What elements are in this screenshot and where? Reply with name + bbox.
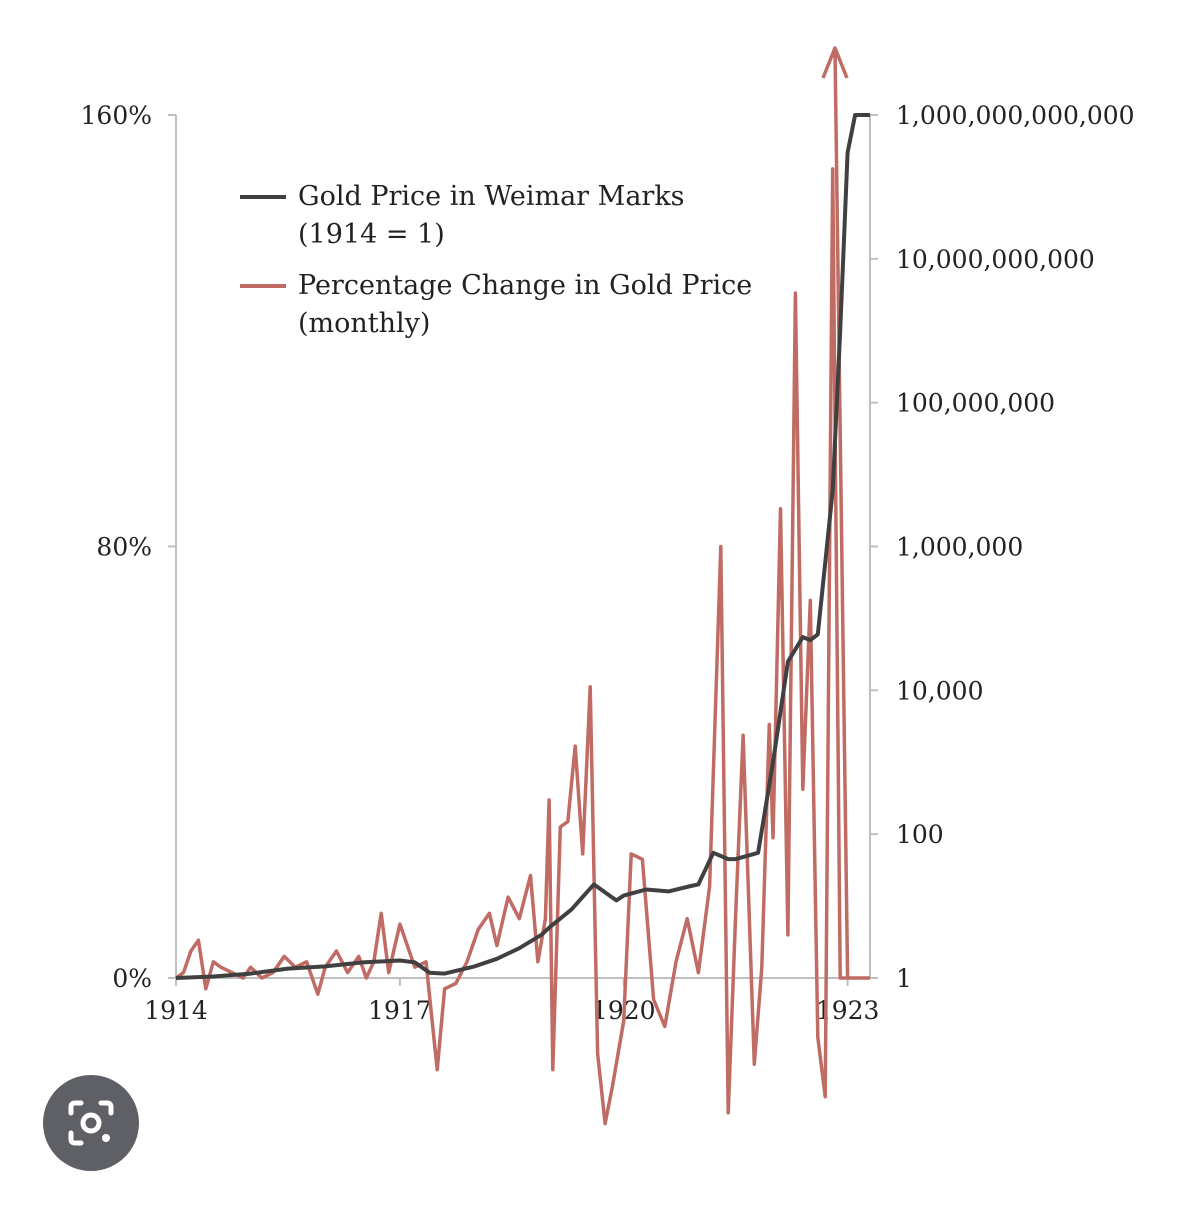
right-tick-label: 1 (896, 964, 912, 993)
right-tick-label: 100,000,000 (896, 389, 1055, 418)
series-line-gold-price (175, 113, 870, 980)
series-arrowhead-percentage-change (821, 46, 849, 79)
x-tick-label: 1914 (144, 996, 208, 1025)
legend-label-percentage-change-line2: (monthly) (298, 308, 430, 339)
google-lens-camera-icon (68, 1100, 114, 1146)
google-lens-button[interactable] (43, 1075, 139, 1171)
left-tick-label: 160% (81, 101, 152, 130)
legend-label-percentage-change: Percentage Change in Gold Price (298, 270, 752, 301)
right-tick-label: 10,000 (896, 676, 983, 705)
legend: Gold Price in Weimar Marks (1914 = 1) Pe… (240, 181, 752, 339)
right-tick-label: 10,000,000,000 (896, 245, 1095, 274)
series-line-percentage-change (174, 167, 870, 1126)
right-tick-label: 1,000,000 (896, 533, 1023, 562)
right-axis-ticks: 1 100 10,000 1,000,000 100,000,000 10,000,000… (870, 101, 1135, 993)
right-tick-label: 1,000,000,000,000 (896, 101, 1135, 130)
x-axis-ticks: 1914 1917 1920 1923 (144, 978, 879, 1025)
legend-label-gold-price: Gold Price in Weimar Marks (298, 181, 685, 212)
legend-label-gold-price-line2: (1914 = 1) (298, 219, 445, 250)
right-tick-label: 100 (896, 820, 944, 849)
left-axis-ticks: 0% 80% 160% (81, 101, 176, 993)
left-tick-label: 80% (96, 533, 152, 562)
left-tick-label: 0% (112, 964, 152, 993)
series-arrow-percentage-change (833, 49, 850, 979)
series-layer (174, 46, 870, 1126)
x-tick-label: 1917 (368, 996, 432, 1025)
